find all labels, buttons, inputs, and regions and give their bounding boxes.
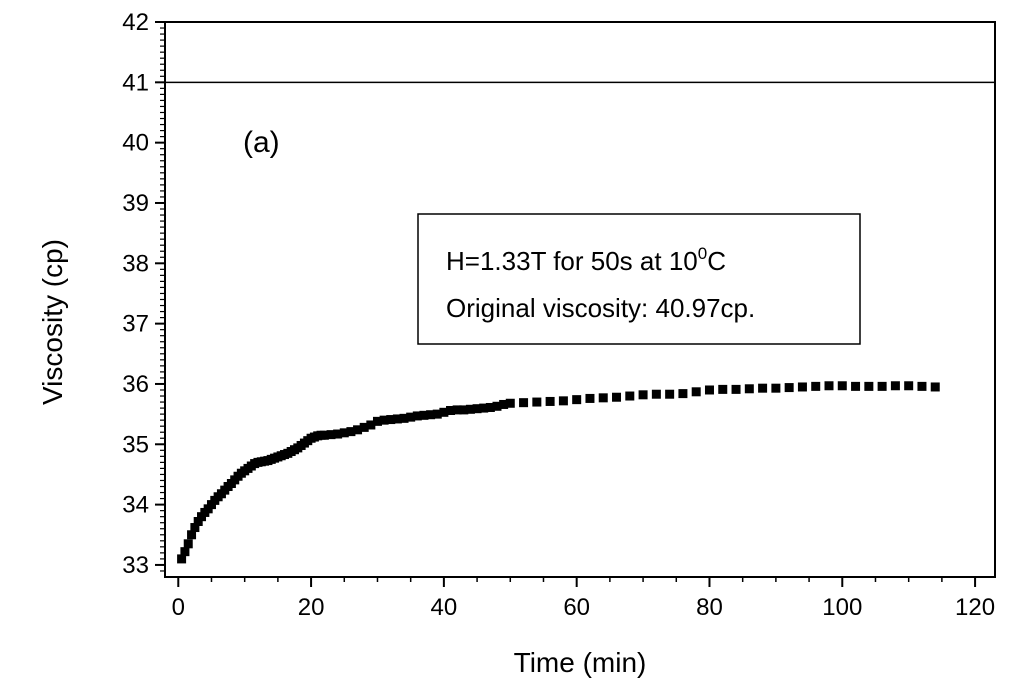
y-tick-label: 38 [122, 250, 149, 277]
x-tick-label: 80 [696, 594, 723, 621]
data-point [890, 381, 900, 391]
data-point [519, 398, 529, 408]
data-point [399, 413, 409, 423]
data-point [183, 539, 193, 549]
data-point [472, 404, 482, 414]
data-point [426, 410, 436, 420]
data-point [917, 381, 927, 391]
data-point [485, 402, 495, 412]
data-point [851, 381, 861, 391]
data-point [837, 381, 847, 391]
data-point [452, 405, 462, 415]
data-point [545, 396, 555, 406]
data-point [784, 383, 794, 393]
y-axis-title: Viscosity (cp) [37, 239, 68, 405]
data-point [585, 393, 595, 403]
data-point [744, 384, 754, 394]
data-point [392, 414, 402, 424]
data-point [432, 409, 442, 419]
x-tick-label: 40 [431, 594, 458, 621]
data-point [386, 415, 396, 425]
data-point [612, 392, 622, 402]
data-point [339, 428, 349, 438]
data-point [651, 389, 661, 399]
y-tick-label: 35 [122, 431, 149, 458]
data-point [366, 420, 376, 430]
data-point [904, 381, 914, 391]
data-point [419, 410, 429, 420]
x-tick-label: 120 [955, 594, 995, 621]
data-point [412, 411, 422, 421]
data-point [193, 517, 203, 526]
data-point [326, 430, 336, 440]
data-point [359, 422, 369, 432]
data-point [704, 385, 714, 395]
data-point [406, 412, 416, 422]
data-point [446, 406, 456, 415]
y-tick-label: 40 [122, 130, 149, 157]
y-tick-label: 33 [122, 552, 149, 579]
plot-frame [164, 21, 996, 578]
data-point [465, 404, 475, 414]
data-point [346, 427, 356, 437]
legend-line-2: Original viscosity: 40.97cp. [446, 293, 755, 323]
data-point [187, 530, 197, 540]
data-point [598, 393, 608, 403]
data-point [638, 390, 648, 400]
data-point [572, 395, 582, 405]
data-point [372, 416, 382, 426]
data-point [771, 383, 781, 393]
data-point [811, 381, 821, 391]
data-point [731, 384, 741, 394]
data-point [190, 523, 200, 533]
x-tick-label: 60 [563, 594, 590, 621]
data-point [439, 407, 449, 417]
y-tick-label: 37 [122, 311, 149, 338]
data-point [691, 387, 701, 397]
data-point [505, 398, 515, 408]
y-tick-label: 39 [122, 190, 149, 217]
data-points [177, 381, 940, 564]
data-point [379, 415, 389, 425]
data-point [319, 430, 329, 440]
axis-tick-labels: 0 20 40 60 80 100 120 33 34 35 36 37 38 39 40 41 42 [122, 9, 995, 621]
data-point [678, 389, 688, 399]
data-point [877, 381, 887, 391]
y-tick-label: 42 [122, 9, 149, 36]
x-axis-title: Time (min) [514, 647, 647, 678]
data-point [758, 383, 768, 393]
data-point [864, 381, 874, 391]
data-point [492, 401, 502, 411]
data-point [558, 396, 568, 406]
x-tick-label: 100 [822, 594, 862, 621]
x-tick-label: 0 [172, 594, 185, 621]
x-tick-label: 20 [298, 594, 325, 621]
data-point [824, 381, 834, 391]
data-point [625, 391, 635, 401]
y-tick-label: 36 [122, 371, 149, 398]
data-point [797, 382, 807, 392]
legend-line-1: H=1.33T for 50s at 100C [446, 244, 726, 276]
panel-label: (a) [243, 126, 280, 159]
data-point [665, 389, 675, 399]
data-point [532, 397, 542, 407]
data-point [930, 382, 940, 392]
data-point [718, 384, 728, 394]
data-point [353, 425, 363, 435]
data-point [333, 429, 343, 439]
data-point [180, 547, 190, 557]
legend-box: H=1.33T for 50s at 100C Original viscosi… [417, 213, 861, 345]
y-tick-label: 41 [122, 69, 149, 96]
y-tick-label: 34 [122, 492, 149, 519]
data-point [499, 399, 509, 409]
data-point [459, 405, 469, 415]
data-point [177, 554, 187, 564]
data-point [479, 403, 489, 413]
